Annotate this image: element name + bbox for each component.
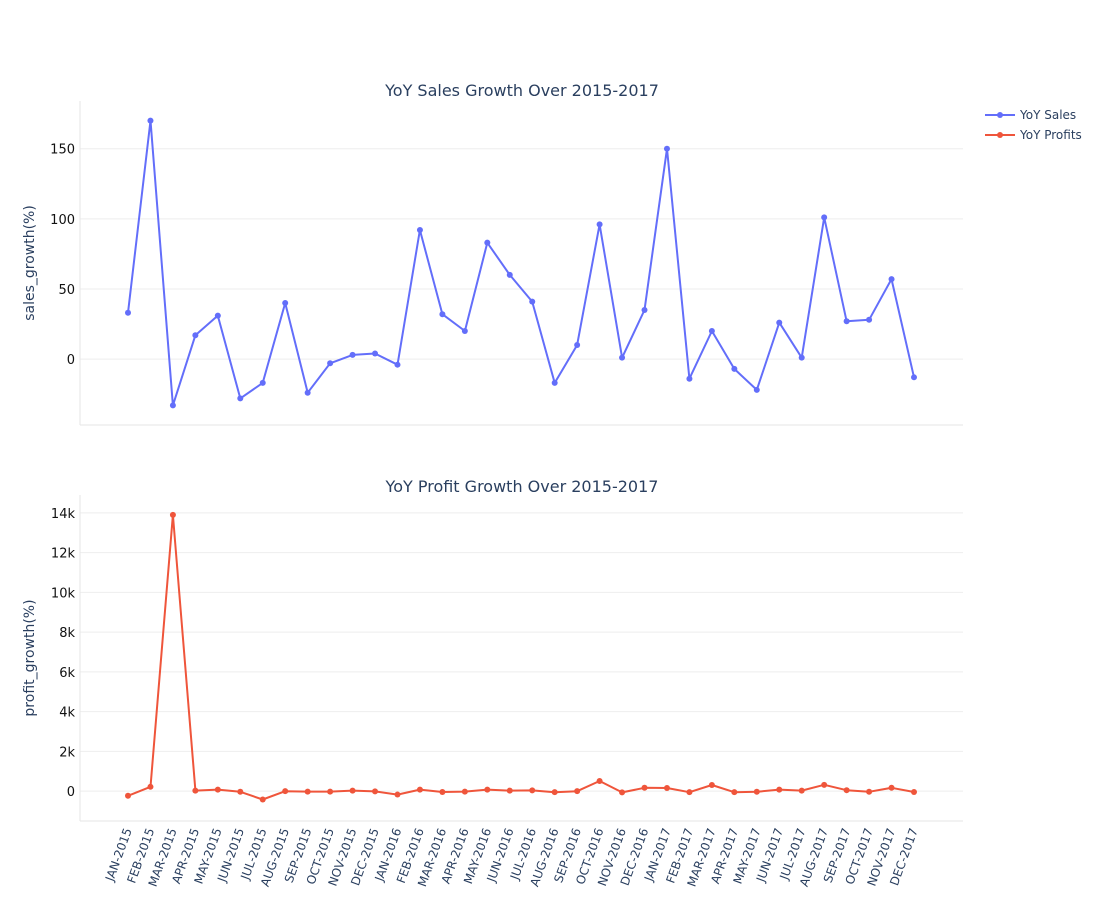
data-point-1-19 — [551, 379, 558, 386]
y-tick-label-2-6: 12k — [51, 547, 76, 562]
data-point-2-2 — [169, 511, 176, 518]
data-point-2-21 — [596, 778, 603, 785]
y-axis-label-2: profit_growth(%) — [22, 599, 38, 716]
y-tick-label-2-7: 14k — [51, 507, 76, 522]
data-point-2-16 — [484, 786, 491, 793]
data-point-1-11 — [372, 350, 379, 357]
data-point-2-1 — [147, 783, 154, 790]
legend-marker-0 — [997, 112, 1003, 118]
data-point-1-12 — [394, 361, 401, 368]
data-point-2-33 — [866, 788, 873, 795]
data-point-2-34 — [888, 784, 895, 791]
data-point-2-7 — [282, 788, 289, 795]
data-point-2-10 — [349, 787, 356, 794]
data-point-1-10 — [349, 351, 356, 358]
y-tick-label-2-2: 4k — [59, 706, 75, 721]
data-point-1-26 — [708, 328, 715, 335]
data-point-1-15 — [461, 328, 468, 335]
y-tick-label-2-3: 6k — [59, 666, 75, 681]
data-point-2-12 — [394, 791, 401, 798]
data-point-1-30 — [798, 354, 805, 361]
data-point-2-20 — [574, 788, 581, 795]
data-point-1-18 — [529, 298, 536, 305]
data-point-2-4 — [214, 786, 221, 793]
series-line-yoy-sales — [127, 119, 915, 407]
data-point-1-24 — [663, 145, 670, 152]
data-point-2-11 — [372, 788, 379, 795]
data-point-1-29 — [776, 319, 783, 326]
data-point-2-25 — [686, 789, 693, 796]
subplot-title-2: YoY Profit Growth Over 2015-2017 — [385, 477, 659, 496]
data-point-1-32 — [843, 318, 850, 325]
data-point-2-14 — [439, 788, 446, 795]
data-point-2-18 — [529, 787, 536, 794]
data-point-1-9 — [327, 360, 334, 367]
data-point-2-3 — [192, 787, 199, 794]
data-point-1-22 — [619, 354, 626, 361]
legend-label-0: YoY Sales — [1019, 108, 1076, 122]
data-point-1-31 — [821, 214, 828, 221]
y-tick-label-1-2: 100 — [50, 213, 75, 228]
data-point-1-13 — [416, 227, 423, 234]
y-tick-label-1-3: 150 — [50, 143, 75, 158]
y-axis-label-1: sales_growth(%) — [22, 205, 38, 321]
legend-label-1: YoY Profits — [1019, 128, 1082, 142]
data-point-1-27 — [731, 365, 738, 372]
data-point-2-13 — [416, 786, 423, 793]
data-point-2-8 — [304, 788, 311, 795]
data-point-1-21 — [596, 221, 603, 228]
data-point-2-15 — [461, 788, 468, 795]
data-point-1-4 — [214, 312, 221, 319]
data-point-2-29 — [776, 786, 783, 793]
data-point-2-19 — [551, 789, 558, 796]
data-point-1-0 — [125, 309, 131, 316]
data-point-1-7 — [282, 299, 289, 306]
y-tick-label-1-0: 0 — [67, 353, 75, 368]
data-point-2-5 — [237, 788, 244, 795]
data-point-2-32 — [843, 787, 850, 794]
data-point-1-6 — [259, 379, 266, 386]
data-point-2-35 — [911, 788, 917, 795]
data-point-2-30 — [798, 787, 805, 794]
y-tick-label-2-5: 10k — [51, 586, 76, 601]
data-point-1-35 — [911, 374, 917, 381]
data-point-2-31 — [821, 781, 828, 788]
subplot-title-1: YoY Sales Growth Over 2015-2017 — [384, 81, 659, 100]
legend-marker-1 — [997, 132, 1003, 138]
data-point-2-26 — [708, 782, 715, 789]
data-point-2-24 — [663, 785, 670, 792]
data-point-1-28 — [753, 386, 760, 393]
data-point-1-8 — [304, 389, 311, 396]
data-point-2-17 — [506, 787, 513, 794]
data-point-1-23 — [641, 306, 648, 313]
data-point-1-33 — [866, 316, 873, 323]
data-point-1-25 — [686, 375, 693, 382]
y-tick-label-1-1: 50 — [58, 283, 75, 298]
data-point-1-16 — [484, 239, 491, 246]
data-point-2-9 — [327, 788, 334, 795]
data-point-2-6 — [259, 796, 266, 803]
data-point-2-23 — [641, 784, 648, 791]
data-point-2-22 — [619, 789, 626, 796]
y-tick-label-2-0: 0 — [67, 785, 75, 800]
data-point-2-28 — [753, 788, 760, 795]
data-point-1-1 — [147, 117, 154, 124]
series-line-yoy-profits — [127, 513, 915, 801]
data-point-1-3 — [192, 332, 199, 339]
y-tick-label-2-1: 2k — [59, 745, 75, 760]
data-point-1-20 — [574, 342, 581, 349]
data-point-1-2 — [169, 402, 176, 409]
data-point-1-5 — [237, 395, 244, 402]
data-point-2-27 — [731, 789, 738, 796]
data-point-1-14 — [439, 311, 446, 318]
data-point-2-0 — [125, 792, 131, 799]
data-point-1-17 — [506, 271, 513, 278]
data-point-1-34 — [888, 276, 895, 283]
y-tick-label-2-4: 8k — [59, 626, 75, 641]
